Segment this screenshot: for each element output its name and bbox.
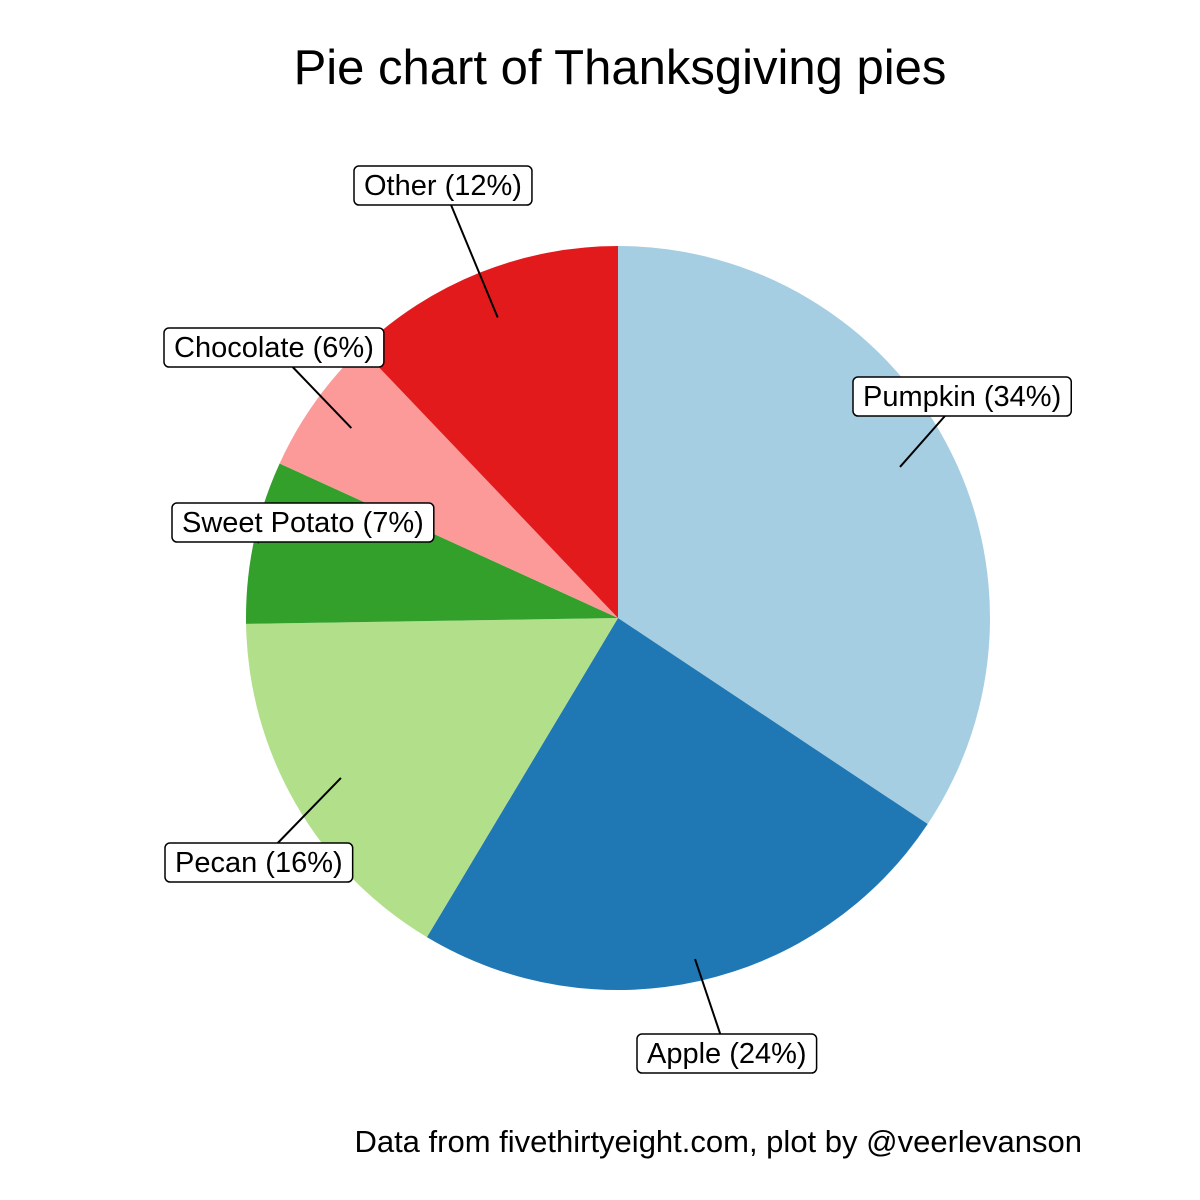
slice-apple: [426, 618, 928, 991]
label-box-pecan: [164, 842, 354, 883]
label-sweet-potato: Sweet Potato (7%): [171, 502, 435, 544]
label-box-apple: [636, 1033, 818, 1074]
label-pecan: Pecan (16%): [164, 777, 354, 883]
label-box-chocolate: [163, 327, 385, 368]
label-box-pumpkin: [852, 376, 1072, 417]
slice-label-apple: Apple (24%): [647, 1038, 807, 1070]
pie-labels: Pumpkin (34%) Apple (24%) Pecan (16%) Sweet…: [163, 165, 1072, 1074]
label-pumpkin: Pumpkin (34%): [852, 376, 1072, 468]
slice-label-other: Other (12%): [364, 170, 522, 202]
chart-title: Pie chart of Thanksgiving pies: [293, 41, 947, 95]
slice-label-sweet-potato: Sweet Potato (7%): [182, 507, 424, 539]
label-box-sweet-potato: [171, 502, 435, 543]
label-chocolate: Chocolate (6%): [163, 327, 385, 429]
leader-line-other: [450, 204, 499, 318]
label-apple: Apple (24%): [636, 958, 818, 1074]
leader-line-apple: [694, 958, 722, 1035]
leader-line-pumpkin: [899, 415, 946, 468]
slice-chocolate: [279, 348, 618, 618]
source-caption: Data from fivethirtyeight.com, plot by @…: [354, 1124, 1082, 1159]
slice-other: [361, 246, 618, 618]
leader-line-chocolate: [291, 366, 353, 429]
slice-label-pecan: Pecan (16%): [175, 847, 343, 879]
pie-slices: [246, 246, 991, 991]
slice-label-pumpkin: Pumpkin (34%): [863, 381, 1061, 413]
label-other: Other (12%): [353, 165, 533, 318]
slice-label-chocolate: Chocolate (6%): [174, 332, 374, 364]
leader-line-pecan: [277, 777, 342, 844]
label-box-other: [353, 165, 533, 206]
